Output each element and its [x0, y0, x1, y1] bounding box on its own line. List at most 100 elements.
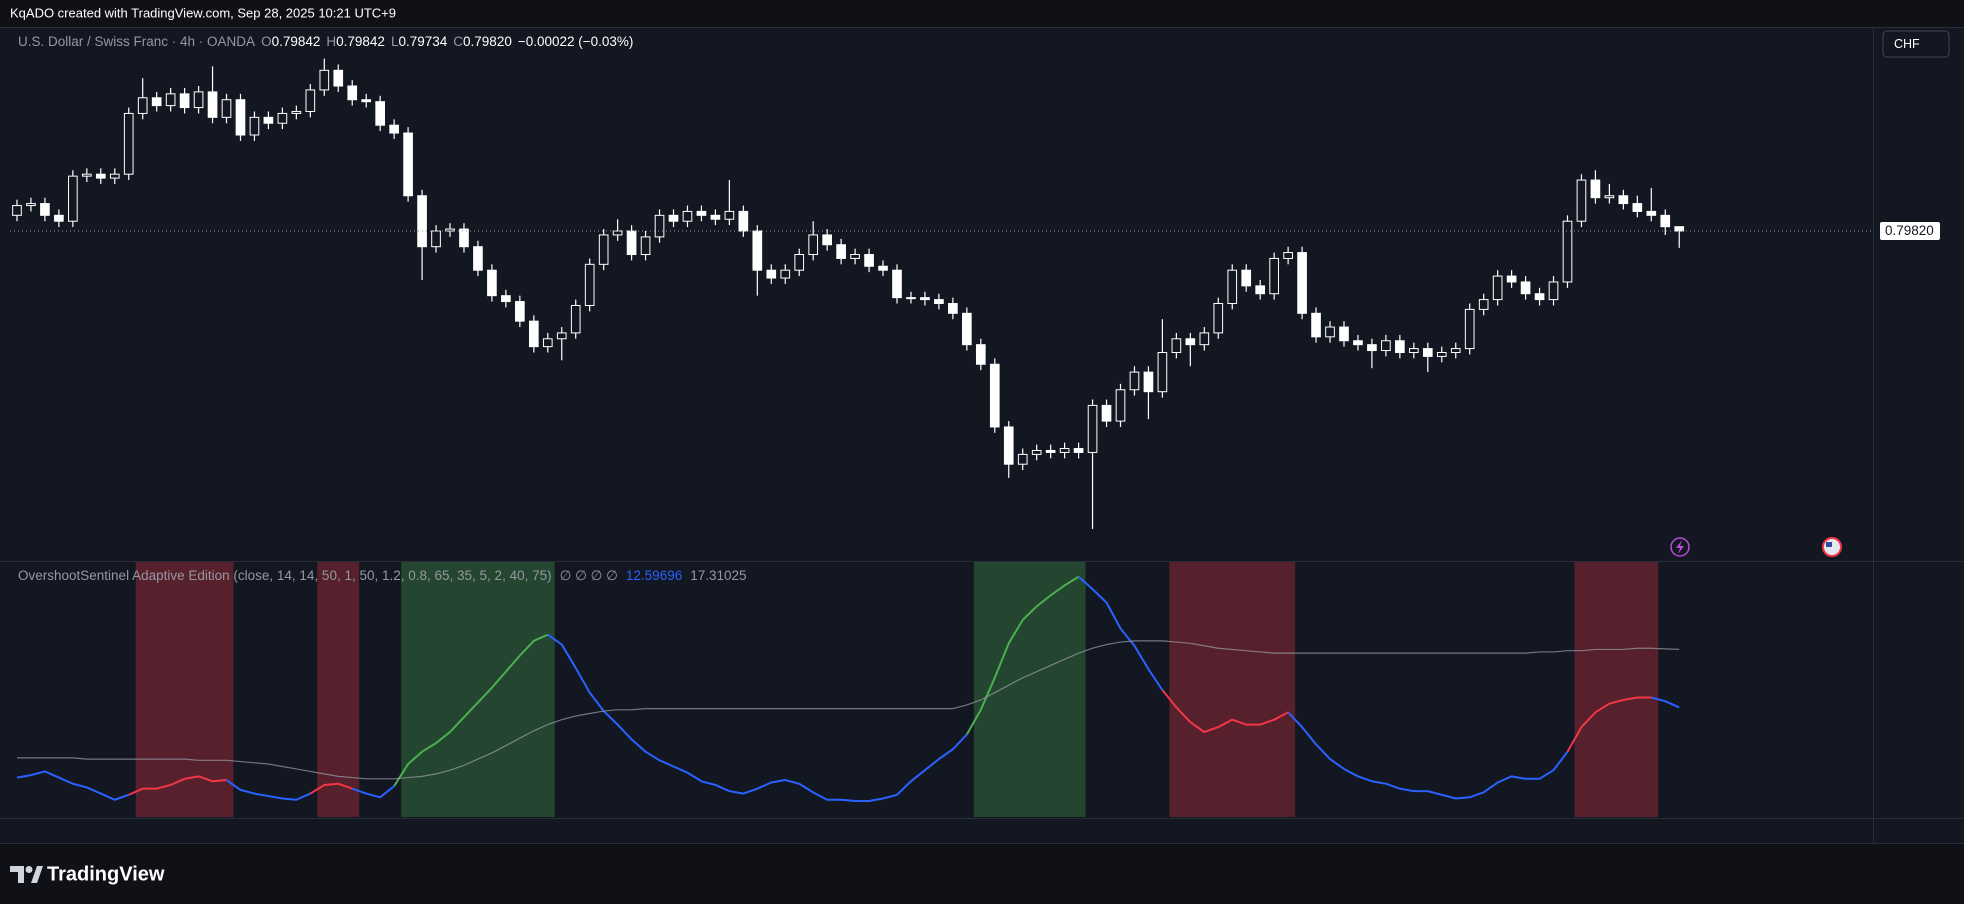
- candle-body: [1604, 195, 1615, 199]
- candle-body: [137, 97, 148, 114]
- candle-body: [528, 320, 539, 348]
- candle-body: [305, 89, 316, 112]
- candle-body: [207, 91, 218, 118]
- candle-body: [948, 303, 958, 314]
- labels: 0.79820: [1880, 222, 1940, 241]
- event-icon[interactable]: [1670, 537, 1690, 557]
- legend-value: 0.79842: [336, 34, 385, 49]
- candle-body: [962, 312, 972, 346]
- candle-body: [1017, 453, 1028, 465]
- legend-label: O: [261, 34, 272, 49]
- candle-body: [1255, 285, 1266, 295]
- candle-body: [1520, 281, 1531, 295]
- candle-body: [1674, 226, 1685, 232]
- signal-zone: [973, 562, 1086, 817]
- candle-body: [1660, 214, 1671, 228]
- candle-body: [975, 344, 986, 365]
- candle-body: [1450, 348, 1461, 354]
- legend-label: L: [391, 34, 399, 49]
- candle-body: [738, 210, 749, 232]
- candle-body: [1003, 426, 1014, 465]
- na-markers: ∅ ∅ ∅ ∅: [560, 568, 619, 583]
- oscillator-line: [1566, 696, 1652, 753]
- candle-body: [822, 234, 832, 246]
- candle-body: [906, 297, 916, 300]
- candle-body: [333, 69, 344, 87]
- zones: [135, 562, 1659, 817]
- logo: TradingView: [10, 863, 165, 885]
- candle-body: [417, 195, 427, 248]
- candle-body: [1185, 338, 1196, 346]
- candle-body: [920, 297, 930, 301]
- candle-body: [1143, 371, 1154, 393]
- candle-body: [375, 101, 385, 126]
- logo-dot: [25, 866, 33, 873]
- candle-body: [249, 116, 260, 136]
- candle-body: [403, 132, 413, 197]
- candle-body: [864, 254, 874, 267]
- candle-body: [612, 230, 623, 236]
- candle-body: [1101, 404, 1112, 422]
- candle-body: [473, 246, 483, 271]
- candle-body: [123, 112, 134, 175]
- candle-body: [850, 254, 860, 259]
- currency-label[interactable]: CHF: [1894, 37, 1920, 51]
- candle-body: [640, 236, 651, 256]
- candle-body: [109, 173, 120, 179]
- signal-zone: [1169, 562, 1296, 817]
- indicator-legend: OvershootSentinel Adaptive Edition (clos…: [18, 568, 747, 583]
- candle-body: [654, 214, 665, 238]
- legend-value: 0.79842: [272, 34, 321, 49]
- last-price-box: [1880, 222, 1940, 241]
- oscillator-line: [1287, 711, 1569, 800]
- candle-body: [347, 85, 358, 101]
- candle-body: [1492, 275, 1503, 301]
- candle-body: [626, 230, 637, 256]
- signal-zone: [317, 562, 360, 817]
- candle-body: [1562, 220, 1573, 283]
- candle-body: [892, 269, 902, 299]
- candle-body: [277, 112, 288, 124]
- candle-body: [291, 110, 302, 114]
- oscillator-line: [351, 785, 395, 799]
- candle-body: [1087, 404, 1098, 453]
- oscillator-line: [393, 633, 549, 787]
- candle-body: [794, 254, 805, 271]
- candle-body: [1422, 348, 1433, 357]
- candle-body: [1157, 352, 1168, 393]
- oscillator-line: [128, 775, 227, 796]
- candle-body: [1115, 389, 1126, 422]
- candle-body: [808, 234, 819, 256]
- candle-body: [780, 269, 791, 279]
- candle-body: [598, 234, 609, 265]
- header: KqADO created with TradingView.com, Sep …: [10, 5, 396, 20]
- oscillator-line: [309, 782, 353, 795]
- oscillator-line: [547, 633, 968, 802]
- candle-body: [1381, 340, 1391, 352]
- candle-body: [1269, 257, 1279, 295]
- brand: TradingView: [47, 863, 165, 885]
- candle-body: [389, 124, 399, 134]
- candle-body: [1227, 269, 1238, 305]
- candle-body: [1045, 449, 1056, 453]
- candle-body: [1436, 352, 1447, 357]
- candle-body: [361, 99, 372, 103]
- candle-body: [179, 93, 190, 109]
- candle-body: [878, 265, 888, 271]
- candle-body: [934, 299, 944, 305]
- candle-body: [68, 175, 78, 222]
- signal-line: [16, 640, 1680, 780]
- candle-body: [1241, 269, 1252, 287]
- candle-body: [1325, 326, 1335, 338]
- candle-body: [81, 173, 92, 177]
- candle-body: [989, 363, 1000, 428]
- candle-body: [1059, 448, 1070, 453]
- signal-zone: [135, 562, 234, 817]
- currency-button[interactable]: [1882, 30, 1950, 58]
- candle-body: [1576, 179, 1587, 222]
- candle-body: [836, 244, 846, 259]
- indicator-value: 17.31025: [690, 568, 746, 583]
- candle-body: [1548, 281, 1559, 301]
- lightning-glyph: [1676, 540, 1684, 554]
